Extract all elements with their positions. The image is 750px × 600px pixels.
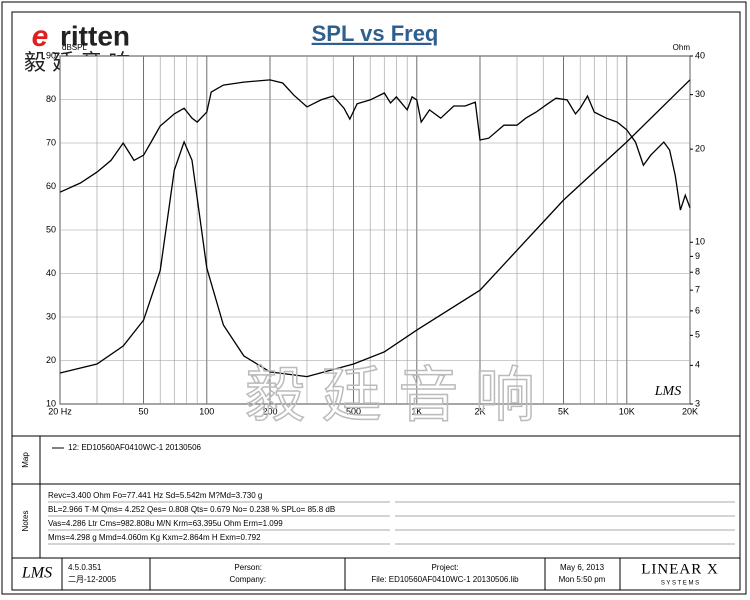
y2-tick-label: 3 bbox=[695, 398, 700, 408]
y-tick-label: 90 bbox=[46, 50, 56, 60]
y2-tick-label: 40 bbox=[695, 50, 705, 60]
file: File: ED10560AF0410WC-1 20130506.lib bbox=[371, 575, 519, 584]
x-tick-label: 50 bbox=[139, 406, 149, 416]
panel-label: Map bbox=[21, 452, 30, 468]
brand-sub: S Y S T E M S bbox=[661, 581, 699, 587]
y2-tick-label: 5 bbox=[695, 330, 700, 340]
notes: Revc=3.400 Ohm Fo=77.441 Hz Sd=5.542m M?… bbox=[48, 491, 735, 545]
series-line bbox=[59, 79, 691, 378]
brand: LINEAR X bbox=[641, 561, 719, 577]
y-tick-label: 80 bbox=[46, 94, 56, 104]
y-axis-title: dBSPL bbox=[62, 43, 87, 52]
plot: 20 Hz 50 100 200 500 1K 2K 5K 10K 20K 10 20 30 40 50 60… bbox=[46, 50, 705, 416]
x-tick-label: 10K bbox=[619, 406, 635, 416]
y-tick-label: 70 bbox=[46, 137, 56, 147]
y2-tick-label: 9 bbox=[695, 251, 700, 261]
logo-e: e bbox=[32, 20, 49, 53]
y-tick-label: 50 bbox=[46, 224, 56, 234]
y2-tick-label: 4 bbox=[695, 360, 700, 370]
x-tick-label: 20 Hz bbox=[48, 406, 72, 416]
y-tick-label: 40 bbox=[46, 268, 56, 278]
note-line: Vas=4.286 Ltr Cms=982.808u M/N Krm=63.39… bbox=[48, 519, 283, 528]
x-tick-label: 20K bbox=[682, 406, 698, 416]
version: 4.5.0.351 bbox=[68, 563, 102, 572]
panel-label: Notes bbox=[21, 511, 30, 532]
inner-border bbox=[11, 11, 741, 591]
chart-title: SPL vs Freq bbox=[312, 21, 439, 46]
y2-axis-title: Ohm bbox=[673, 43, 691, 52]
y-tick-label: 60 bbox=[46, 181, 56, 191]
x-tick-label: 500 bbox=[346, 406, 361, 416]
project: Project: bbox=[431, 563, 458, 572]
x-tick-label: 200 bbox=[262, 406, 277, 416]
x-tick-label: 2K bbox=[474, 406, 485, 416]
date: May 6, 2013 bbox=[560, 563, 605, 572]
y2-tick-label: 20 bbox=[695, 143, 705, 153]
x-tick-label: 100 bbox=[199, 406, 214, 416]
y-tick-label: 30 bbox=[46, 311, 56, 321]
legend-entry: 12: ED10560AF0410WC-1 20130506 bbox=[68, 443, 202, 452]
series-line bbox=[59, 79, 691, 211]
note-line: Revc=3.400 Ohm Fo=77.441 Hz Sd=5.542m M?… bbox=[48, 491, 262, 500]
y2-tick-label: 6 bbox=[695, 305, 700, 315]
person: Person: bbox=[234, 563, 262, 572]
y-tick-label: 20 bbox=[46, 355, 56, 365]
footer-logo: LMS bbox=[21, 565, 52, 582]
note-line: Mms=4.298 g Mmd=4.060m Kg Kxm=2.864m H E… bbox=[48, 533, 261, 542]
y-tick-label: 10 bbox=[46, 398, 56, 408]
company: Company: bbox=[230, 575, 266, 584]
x-tick-label: 5K bbox=[558, 406, 569, 416]
plot-mark: LMS bbox=[654, 384, 681, 399]
y2-tick-label: 7 bbox=[695, 285, 700, 295]
time: Mon 5:50 pm bbox=[559, 575, 606, 584]
y2-tick-label: 30 bbox=[695, 89, 705, 99]
build-date: 二月-12-2005 bbox=[68, 575, 117, 584]
logo: ritten bbox=[60, 20, 130, 51]
note-line: BL=2.966 T·M Qms= 4.252 Qes= 0.808 Qts= … bbox=[48, 505, 335, 514]
watermark: 毅 廷 音 响 bbox=[245, 362, 535, 429]
y2-tick-label: 8 bbox=[695, 267, 700, 277]
y2-tick-label: 10 bbox=[695, 237, 705, 247]
x-tick-label: 1K bbox=[411, 406, 422, 416]
footer-cells bbox=[61, 558, 621, 590]
